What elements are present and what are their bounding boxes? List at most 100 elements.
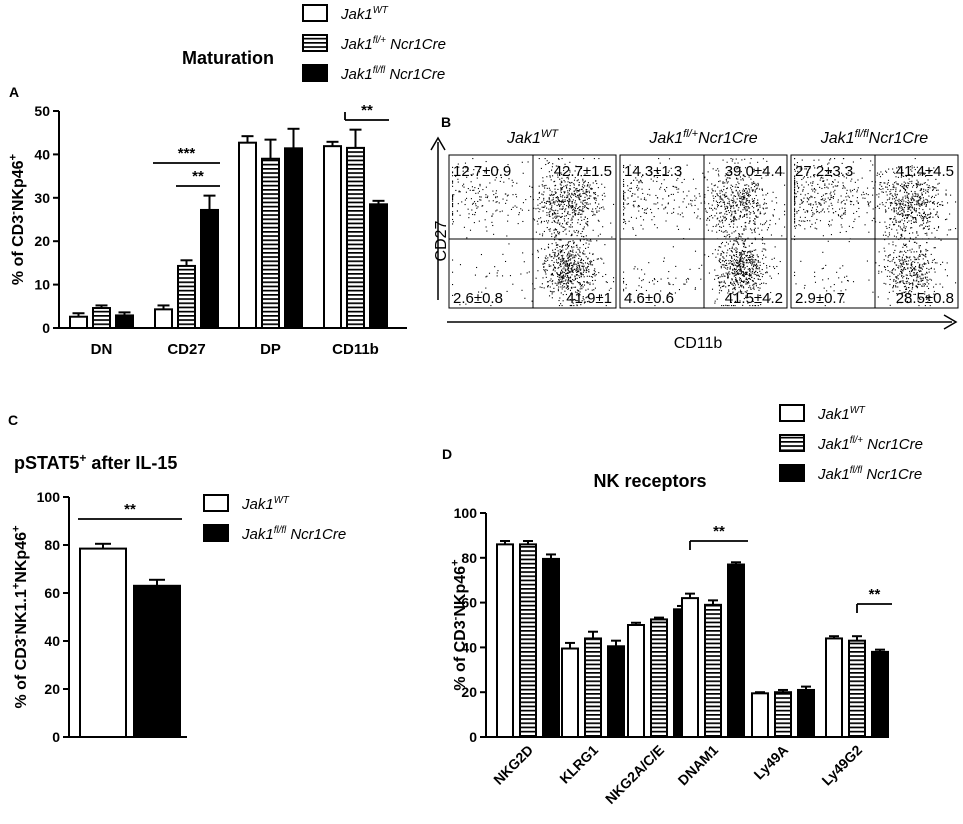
- panel-a-bar: [92, 307, 111, 330]
- panel-d-y-tick-label: 80: [461, 550, 477, 566]
- panel-c-y-tick-label: 100: [37, 489, 61, 505]
- panel-a-bar: [323, 145, 342, 329]
- panel-a-legend-swatch: [302, 64, 328, 82]
- panel-d-legend-swatch: [779, 434, 805, 452]
- panel-a-legend-label: Jak1WT: [340, 5, 389, 23]
- panel-a-title: Maturation: [182, 48, 274, 68]
- panel-letter-d: D: [442, 446, 452, 462]
- panel-b-quadrant-bottom-right: 41.9±1: [566, 290, 612, 307]
- panel-d-bar: [704, 603, 722, 739]
- panel-a-legend-label: Jak1fl/+ Ncr1Cre: [340, 35, 446, 53]
- panel-a-bar: [284, 147, 303, 329]
- panel-c-bar: [133, 584, 181, 738]
- panel-a-y-tick-label: 20: [34, 233, 50, 249]
- panel-b-plot-title: Jak1WT: [506, 128, 559, 147]
- panel-b-quadrant-top-left: 14.3±1.3: [624, 163, 682, 180]
- panel-b-x-axis-label: CD11b: [674, 335, 723, 352]
- panel-a-y-tick-label: 30: [34, 190, 50, 206]
- panel-b-y-arrowhead: [430, 136, 446, 151]
- panel-c-y-tick-label: 80: [44, 537, 60, 553]
- panel-d-bar: [825, 637, 843, 738]
- panel-d-bar: [650, 618, 668, 739]
- panel-c-legend-label: Jak1WT: [241, 495, 290, 513]
- panel-a-legend-label: Jak1fl/fl Ncr1Cre: [340, 65, 445, 83]
- panel-a-legend-swatch: [302, 34, 328, 52]
- panel-c-bar: [79, 547, 127, 738]
- panel-c-y-axis-label: % of CD3-NK1.1+NKp46+: [11, 525, 30, 709]
- panel-d-title: NK receptors: [593, 471, 706, 491]
- panel-d-category-label: DNAM1: [675, 742, 722, 789]
- panel-c-legend-label: Jak1fl/fl Ncr1Cre: [241, 525, 346, 543]
- panel-a-significance-label: **: [192, 168, 204, 185]
- panel-d-bar: [607, 645, 625, 739]
- panel-a-chart: Maturation 0 10 20 30 40 50 % of CD3-NKp46+ DN C…: [8, 4, 446, 358]
- panel-letter-b: B: [441, 114, 451, 130]
- panel-a-bar: [200, 208, 219, 329]
- panel-a-bar: [115, 314, 134, 330]
- panel-d-y-tick-label: 20: [461, 684, 477, 700]
- panel-a-bar: [261, 157, 280, 329]
- panel-d-category-label: KLRG1: [556, 742, 601, 787]
- panel-d-legend-label: Jak1fl/+ Ncr1Cre: [817, 435, 923, 453]
- panel-b-quadrant-bottom-right: 28.5±0.8: [896, 290, 954, 307]
- panel-a-category-label: CD27: [167, 341, 205, 358]
- panel-d-bar: [871, 650, 889, 739]
- panel-a-y-tick-label: 10: [34, 277, 50, 293]
- panel-c-significance-label: **: [124, 501, 136, 518]
- panel-d-category-label: NKG2A/C/E: [602, 742, 667, 807]
- panel-d-legend-label: Jak1fl/fl Ncr1Cre: [817, 465, 922, 483]
- panel-d-significance-label: **: [869, 586, 881, 603]
- panel-d-category-label: NKG2D: [490, 742, 536, 788]
- panel-a-category-label: CD11b: [332, 341, 379, 358]
- panel-d-legend-label: Jak1WT: [817, 405, 866, 423]
- panel-a-bar: [346, 146, 365, 329]
- panel-d-category-label: Ly49A: [750, 742, 791, 783]
- panel-b-quadrant-top-left: 12.7±0.9: [453, 163, 511, 180]
- panel-d-bar: [627, 624, 645, 738]
- panel-d-chart: NK receptors 0 20 40 60 80 100 % of CD3-NKp46+…: [450, 404, 923, 807]
- panel-b-dot-cloud: [794, 158, 957, 307]
- panel-a-bar: [177, 264, 196, 329]
- panel-b-plot-title: Jak1fl/flNcr1Cre: [820, 128, 929, 147]
- panel-d-bar: [681, 597, 699, 738]
- panel-a-bar: [154, 308, 173, 330]
- panel-d-y-axis-label: % of CD3-NKp46+: [450, 559, 469, 691]
- panel-d-legend-swatch: [779, 404, 805, 422]
- panel-d-y-tick-label: 60: [461, 595, 477, 611]
- panel-a-y-axis-label: % of CD3-NKp46+: [8, 153, 27, 285]
- panel-c-chart: pSTAT5+ after IL-15 0 20 40 60 80 100 % of CD3…: [11, 451, 347, 745]
- panel-c-y-tick-label: 40: [44, 633, 60, 649]
- panel-d-significance-label: **: [713, 523, 725, 540]
- panel-d-category-label: Ly49G2: [818, 742, 865, 789]
- panel-a-legend-swatch: [302, 4, 328, 22]
- panel-b-plot-title: Jak1fl/+Ncr1Cre: [648, 128, 757, 147]
- panel-d-bar: [584, 637, 602, 738]
- panel-c-legend-swatch: [203, 524, 229, 542]
- panel-c-y-tick-label: 60: [44, 585, 60, 601]
- panel-b-quadrant-top-right: 41.4±4.5: [896, 163, 954, 180]
- panel-a-y-tick-label: 40: [34, 146, 50, 162]
- panel-b-quadrant-top-right: 39.0±4.4: [725, 163, 783, 180]
- panel-b-dot-cloud: [623, 158, 786, 307]
- panel-letter-c: C: [8, 412, 18, 428]
- panel-d-y-tick-label: 0: [469, 729, 477, 745]
- panel-d-bar: [797, 688, 815, 739]
- panel-d-legend-swatch: [779, 464, 805, 482]
- panel-b-dot-cloud: [452, 158, 615, 307]
- panel-a-bar: [238, 141, 257, 329]
- panel-b-quadrant-bottom-left: 4.6±0.6: [624, 290, 674, 307]
- panel-a-category-label: DN: [91, 341, 113, 358]
- panel-d-bar: [496, 543, 514, 738]
- panel-c-title: pSTAT5+ after IL-15: [14, 451, 177, 473]
- panel-b-y-axis-label: CD27: [433, 220, 450, 261]
- panel-d-y-tick-label: 40: [461, 639, 477, 655]
- panel-d-bar: [519, 543, 537, 738]
- panel-c-legend-swatch: [203, 494, 229, 512]
- panel-a-bar: [69, 315, 88, 330]
- panel-a-y-tick-label: 0: [42, 320, 50, 336]
- panel-a-category-label: DP: [260, 341, 281, 358]
- panel-d-bar: [727, 563, 745, 739]
- panel-b-quadrant-bottom-left: 2.6±0.8: [453, 290, 503, 307]
- panel-b-flow-plots: CD27 CD11b Jak1WT 12.7±0.9 42.7±1.5 2.6±0.8 41…: [430, 128, 959, 352]
